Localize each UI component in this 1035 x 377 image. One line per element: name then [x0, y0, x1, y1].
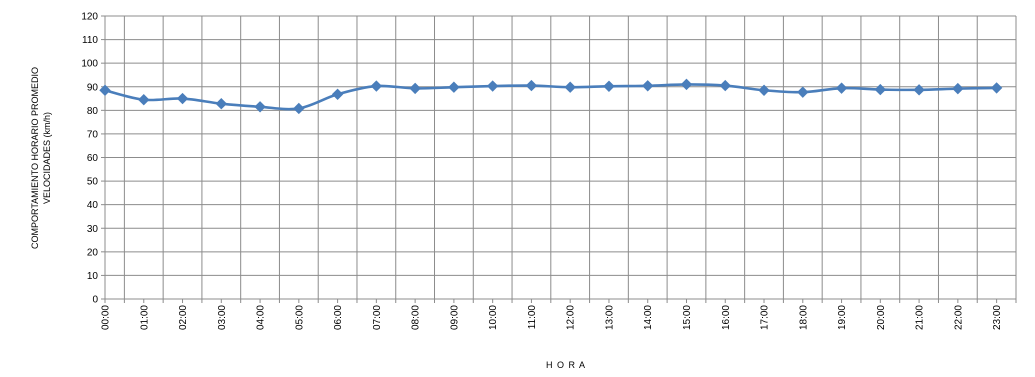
x-tick-label: 09:00 [449, 305, 460, 330]
x-tick-label: 02:00 [178, 305, 189, 330]
data-point-1900 [835, 82, 848, 94]
x-tick-label: 01:00 [139, 305, 150, 330]
x-tick-label: 17:00 [760, 305, 771, 330]
x-tick-label: 08:00 [411, 305, 422, 330]
x-tick-label: 05:00 [294, 305, 305, 330]
x-tick-label: 06:00 [333, 305, 344, 330]
y-tick-label: 110 [82, 35, 98, 46]
grid-lines [105, 15, 1017, 303]
y-tick-label: 70 [87, 129, 99, 140]
y-axis-title-line2: VELOCIDADES (km/h) [42, 112, 52, 204]
data-point-0100 [138, 94, 150, 106]
data-point-2200 [952, 82, 964, 95]
data-series [99, 78, 1003, 115]
y-tick-label: 90 [87, 82, 99, 93]
y-tick-label: 60 [87, 153, 99, 164]
x-tick-label: 21:00 [915, 305, 926, 330]
data-point-2000 [874, 83, 887, 96]
data-point-0400 [254, 101, 266, 113]
y-tick-label: 80 [87, 106, 99, 117]
y-tick-label: 100 [81, 59, 98, 70]
data-point-0900 [448, 81, 460, 93]
x-tick-label: 10:00 [488, 305, 499, 330]
y-axis-title-line1: COMPORTAMIENTO HORARIO PROMEDIO [30, 67, 40, 249]
data-point-1800 [797, 86, 809, 98]
data-point-0700 [370, 80, 383, 92]
data-point-1700 [758, 84, 770, 96]
x-tick-label: 19:00 [837, 305, 848, 330]
x-tick-label: 18:00 [798, 305, 809, 330]
data-point-0600 [331, 88, 344, 101]
x-tick-label: 03:00 [217, 305, 228, 330]
data-point-1500 [680, 78, 693, 91]
data-point-1300 [603, 80, 615, 92]
x-tick-label: 00:00 [101, 305, 112, 330]
data-point-0500 [293, 102, 305, 115]
y-tick-label: 30 [87, 224, 99, 235]
data-point-2300 [990, 82, 1003, 94]
y-tick-label: 0 [92, 295, 98, 306]
data-point-1600 [719, 79, 731, 92]
y-tick-label: 120 [81, 12, 98, 23]
data-point-1400 [642, 80, 654, 92]
data-point-0800 [409, 82, 421, 95]
data-point-0000 [99, 84, 111, 96]
x-tick-label: 12:00 [566, 305, 577, 330]
data-point-0200 [176, 92, 189, 105]
data-point-0300 [215, 98, 228, 110]
axes [101, 15, 1017, 303]
data-point-1200 [564, 81, 576, 93]
data-point-2100 [913, 84, 925, 96]
x-tick-label: 07:00 [372, 305, 383, 330]
x-tick-label: 23:00 [992, 305, 1003, 330]
data-point-1000 [486, 80, 499, 92]
x-tick-label: 20:00 [876, 305, 887, 330]
x-axis-title: H O R A [546, 360, 586, 370]
x-tick-label: 22:00 [953, 305, 964, 330]
x-tick-label: 14:00 [643, 305, 654, 330]
y-axis-title: COMPORTAMIENTO HORARIO PROMEDIO VELOCIDA… [30, 67, 52, 249]
x-tick-label: 13:00 [604, 305, 615, 330]
x-tick-label: 15:00 [682, 305, 693, 330]
x-tick-label: 11:00 [527, 305, 538, 330]
data-point-1100 [525, 79, 538, 92]
y-tick-label: 40 [87, 200, 99, 211]
y-tick-label: 10 [87, 271, 99, 282]
x-tick-label: 16:00 [721, 305, 732, 330]
y-tick-labels: 0 10 20 30 40 50 60 70 80 90 100 110 120 [81, 12, 98, 306]
y-tick-label: 20 [87, 247, 99, 258]
x-tick-labels: 00:00 01:00 02:00 03:00 04:00 05:00 06:00 07:00… [101, 305, 1004, 330]
y-tick-label: 50 [87, 177, 99, 188]
x-tick-label: 04:00 [256, 305, 267, 330]
